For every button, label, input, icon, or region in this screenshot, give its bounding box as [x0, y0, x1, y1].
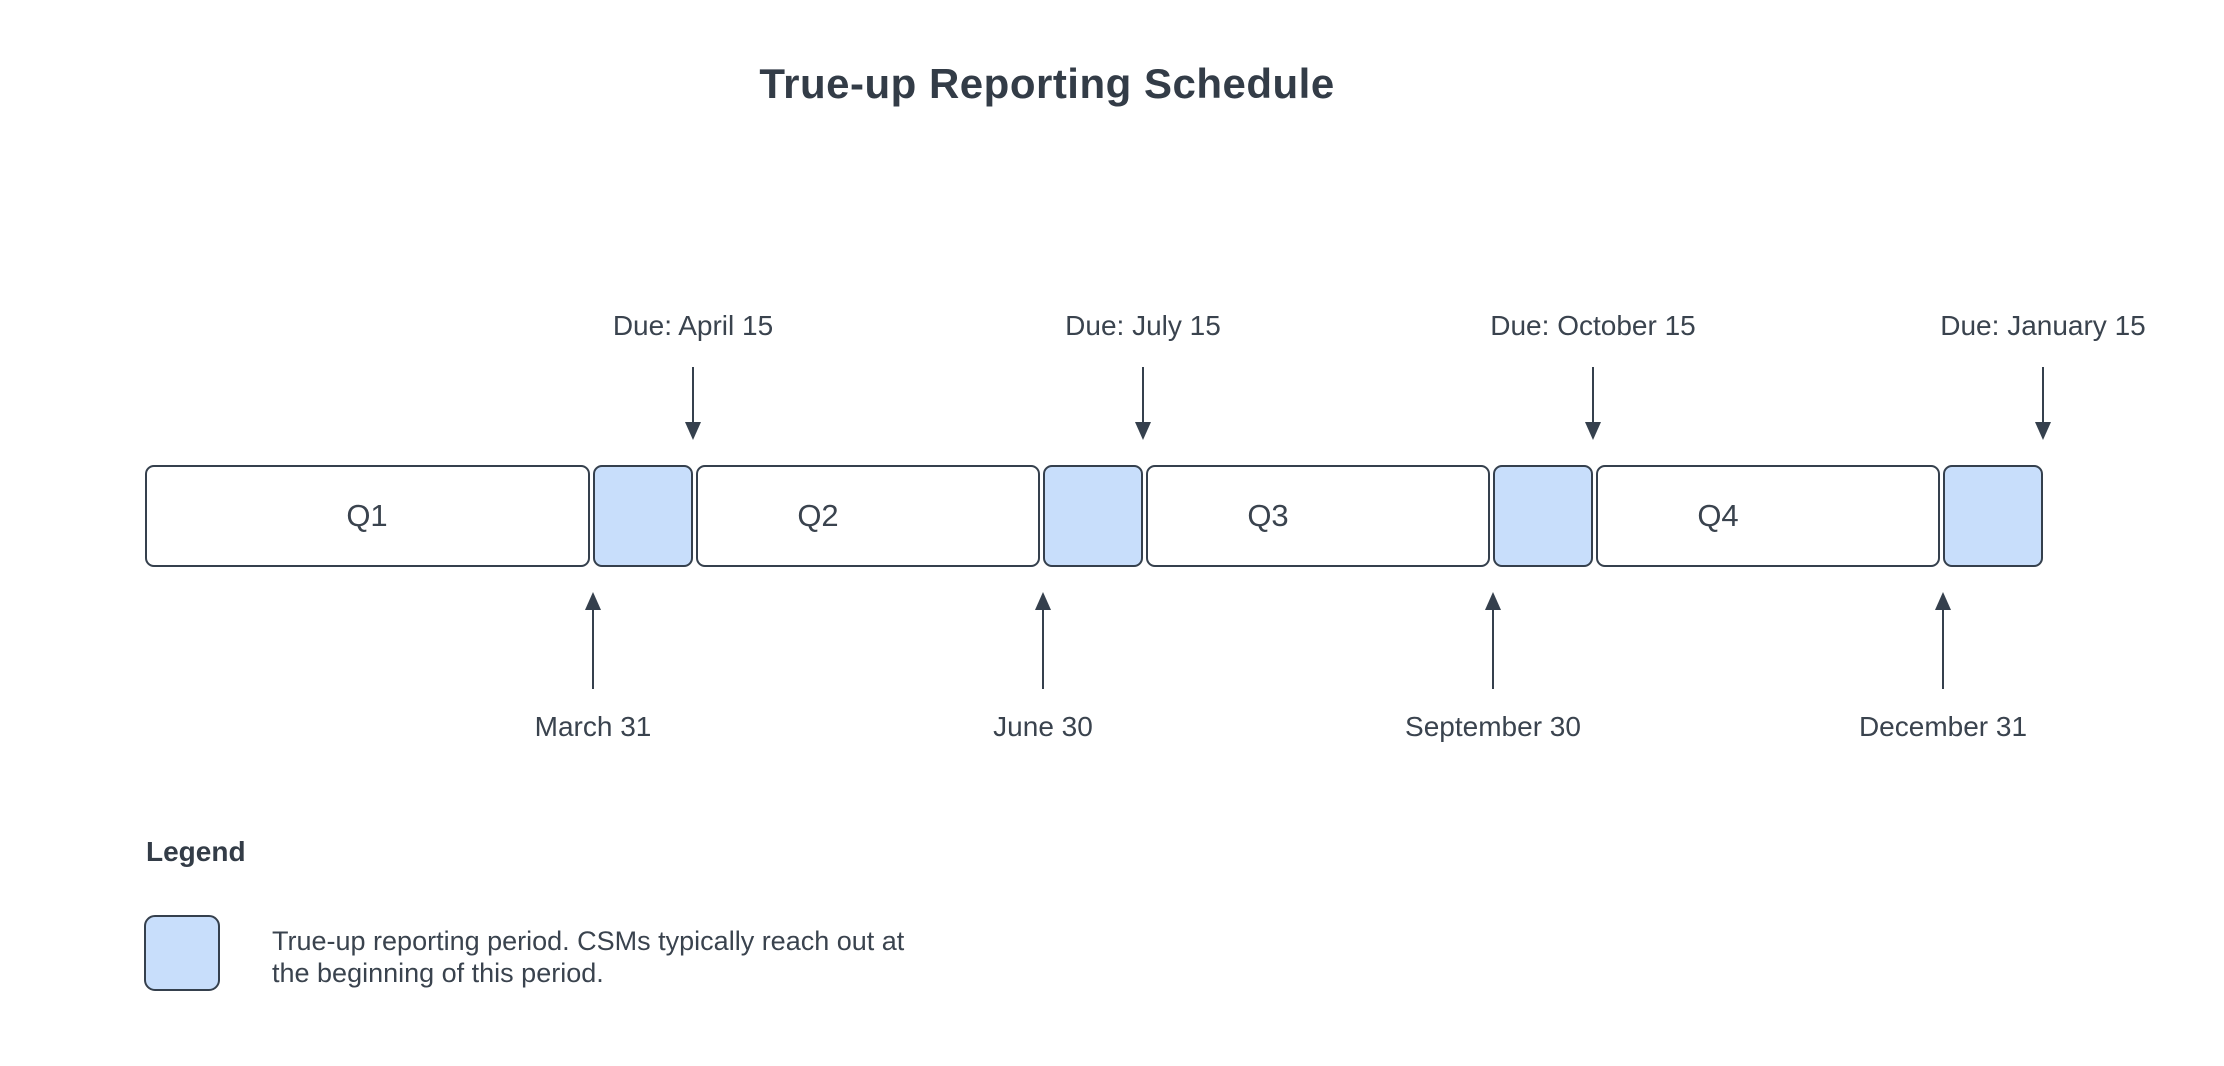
arrowhead-icon — [1485, 592, 1501, 610]
arrowhead-icon — [1135, 422, 1151, 440]
period-end-label-q1: March 31 — [534, 711, 652, 742]
quarter-label-q1: Q1 — [346, 498, 388, 533]
quarter-box-q4 — [1596, 465, 1940, 567]
due-date-label-q2: Due: July 15 — [1065, 310, 1221, 341]
arrow-down-icon — [1135, 367, 1151, 440]
arrow-shaft — [1592, 367, 1594, 422]
arrowhead-icon — [585, 592, 601, 610]
quarter-box-q1 — [145, 465, 590, 567]
period-end-label-q2: June 30 — [993, 711, 1093, 742]
arrowhead-icon — [1585, 422, 1601, 440]
quarter-label-q2: Q2 — [797, 498, 839, 533]
period-end-label-q3: September 30 — [1405, 711, 1581, 742]
arrow-up-icon — [585, 592, 601, 689]
arrow-shaft — [592, 610, 594, 689]
arrow-shaft — [2042, 367, 2044, 422]
page-title: True-up Reporting Schedule — [759, 60, 1335, 107]
due-date-label-q4: Due: January 15 — [1940, 310, 2146, 341]
due-date-label-q3: Due: October 15 — [1490, 310, 1696, 341]
due-date-label-q1: Due: April 15 — [612, 310, 774, 341]
arrow-shaft — [1942, 610, 1944, 689]
arrow-shaft — [1492, 610, 1494, 689]
arrow-down-icon — [685, 367, 701, 440]
quarter-label-q3: Q3 — [1247, 498, 1289, 533]
trueup-period-box-2 — [1043, 465, 1143, 567]
quarter-box-q2 — [696, 465, 1040, 567]
trueup-period-box-1 — [593, 465, 693, 567]
arrow-up-icon — [1485, 592, 1501, 689]
legend-highlight-swatch — [144, 915, 220, 991]
arrow-shaft — [1042, 610, 1044, 689]
arrow-shaft — [1142, 367, 1144, 422]
arrow-down-icon — [2035, 367, 2051, 440]
legend-description-line1: True-up reporting period. CSMs typically… — [272, 926, 905, 956]
arrowhead-icon — [685, 422, 701, 440]
arrow-shaft — [692, 367, 694, 422]
arrowhead-icon — [1035, 592, 1051, 610]
legend-heading: Legend — [146, 836, 246, 867]
quarter-label-q4: Q4 — [1697, 498, 1739, 533]
legend-description-line2: the beginning of this period. — [272, 958, 604, 988]
arrow-up-icon — [1035, 592, 1051, 689]
legend-description: True-up reporting period. CSMs typically… — [272, 925, 904, 989]
trueup-period-box-4 — [1943, 465, 2043, 567]
arrow-down-icon — [1585, 367, 1601, 440]
period-end-label-q4: December 31 — [1858, 711, 2028, 742]
trueup-period-box-3 — [1493, 465, 1593, 567]
quarter-box-q3 — [1146, 465, 1490, 567]
arrowhead-icon — [1935, 592, 1951, 610]
arrow-up-icon — [1935, 592, 1951, 689]
arrowhead-icon — [2035, 422, 2051, 440]
